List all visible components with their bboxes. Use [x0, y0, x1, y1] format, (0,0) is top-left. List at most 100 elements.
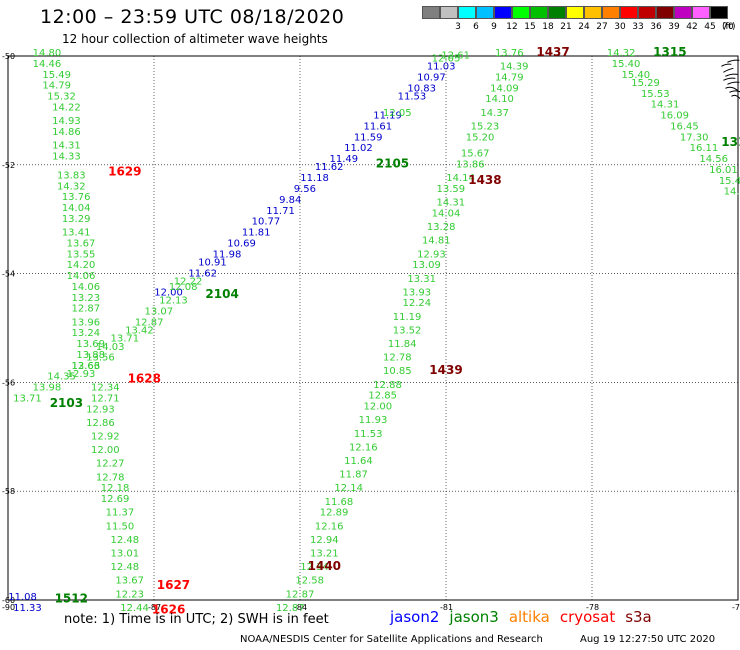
coastline	[721, 59, 740, 100]
wave-height-value: 14.20	[67, 260, 96, 271]
legend-swatch-label: 3	[455, 22, 461, 32]
wave-height-value: 12.34	[91, 383, 120, 394]
wave-height-value: 11.33	[13, 603, 42, 614]
legend-swatch	[494, 6, 512, 19]
wave-height-value: 11.98	[213, 249, 242, 260]
legend-swatch-label: 42	[686, 22, 698, 32]
coastline-segment	[721, 63, 732, 67]
wave-height-value: 13.23	[72, 293, 101, 304]
wave-height-value: 16.01	[709, 165, 738, 176]
wave-height-value: 13.42	[125, 325, 154, 336]
wave-height-value: 17.30	[680, 132, 709, 143]
legend-unit: (ft)	[722, 22, 736, 32]
legend-swatch-label: 12	[506, 22, 518, 32]
wave-height-value: 15.44	[719, 176, 740, 187]
legend-swatch-label: 24	[578, 22, 590, 32]
pass-time-label: 1627	[157, 578, 190, 592]
graticule	[7, 55, 739, 601]
pass-time-label: 1440	[308, 559, 341, 573]
wave-height-value: 13.56	[86, 353, 115, 364]
wave-height-value: 14.03	[96, 342, 125, 353]
legend-swatch	[548, 6, 566, 19]
wave-height-value: 12.85	[368, 391, 397, 402]
wave-height-value: 13.24	[72, 328, 101, 339]
wave-height-value: 11.61	[364, 121, 393, 132]
wave-height-value: 11.19	[373, 111, 402, 122]
wave-height-value: 12.87	[286, 589, 315, 600]
wave-height-value: 12.94	[310, 535, 339, 546]
legend-swatch	[440, 6, 458, 19]
satellite-name: s3a	[625, 608, 652, 626]
wave-height-value: 14.25	[724, 187, 740, 198]
wave-height-value: 9.84	[279, 195, 301, 206]
wave-height-value: 12.27	[96, 459, 125, 470]
wave-height-value: 15.29	[631, 78, 660, 89]
wave-height-value: 14.14	[446, 173, 475, 184]
wave-height-value: 14.32	[607, 48, 636, 59]
wave-height-value: 11.87	[339, 470, 368, 481]
coastline-segment	[727, 59, 740, 63]
wave-height-value: 14.04	[432, 208, 461, 219]
wave-height-value: 13.96	[72, 317, 101, 328]
wave-height-value: 14.39	[500, 62, 529, 73]
wave-height-value: 12.78	[96, 472, 125, 483]
longitude-label: -81	[440, 603, 453, 612]
longitude-label: -75	[732, 603, 740, 612]
wave-height-value: 10.85	[383, 366, 412, 377]
legend-swatch-label: 6	[473, 22, 479, 32]
wave-height-value: 12.78	[383, 353, 412, 364]
wave-height-value: 11.84	[388, 339, 417, 350]
wave-height-value: 16.45	[670, 121, 699, 132]
pass-time-label: 2104	[205, 287, 238, 301]
wave-height-value: 14.31	[52, 140, 81, 151]
wave-height-value: 12.71	[91, 393, 120, 404]
latitude-label: -60	[2, 596, 15, 605]
pass-time-label: 1315	[653, 45, 686, 59]
pass-time-label: 1626	[152, 603, 185, 617]
wave-height-value: 10.91	[198, 257, 227, 268]
wave-height-value: 13.21	[310, 548, 339, 559]
legend-swatch	[458, 6, 476, 19]
wave-height-value: 11.02	[344, 143, 373, 154]
wave-height-value: 13.41	[62, 228, 91, 239]
legend-swatch	[656, 6, 674, 19]
wave-height-value: 10.69	[227, 238, 256, 249]
wave-height-value: 13.71	[110, 334, 139, 345]
wave-height-value: 13.83	[57, 170, 86, 181]
wave-height-value: 14.33	[52, 151, 81, 162]
pass-time-label: 1628	[128, 371, 161, 385]
legend-swatch-label: 21	[560, 22, 572, 32]
wave-height-value: 12.58	[295, 576, 324, 587]
legend-swatch-label: 30	[614, 22, 626, 32]
wave-height-value: 14.04	[62, 203, 91, 214]
wave-height-value: 11.68	[325, 497, 354, 508]
wave-height-value: 14.46	[33, 59, 62, 70]
legend-swatch	[512, 6, 530, 19]
wave-height-value: 15.40	[612, 59, 641, 70]
wave-height-value: 13.67	[115, 576, 144, 587]
legend-swatch-label: 18	[542, 22, 554, 32]
latitude-label: -52	[2, 161, 15, 170]
wave-height-value: 14.56	[699, 154, 728, 165]
pass-time-label: 1438	[468, 173, 501, 187]
wave-height-value: 12.89	[320, 508, 349, 519]
wave-height-value: 12.22	[174, 276, 203, 287]
legend-swatch-label: 39	[668, 22, 680, 32]
wave-height-value: 12.00	[364, 402, 393, 413]
legend-swatch-label: 33	[632, 22, 644, 32]
wave-height-value: 12.66	[72, 361, 101, 372]
wave-height-value: 13.67	[67, 238, 96, 249]
wave-height-value: 15.40	[621, 70, 650, 81]
wave-height-value: 11.37	[106, 508, 135, 519]
wave-height-value: 12.69	[101, 494, 130, 505]
wave-height-value: 12.16	[349, 442, 378, 453]
pass-time-label: 2103	[50, 396, 83, 410]
legend-swatch	[422, 6, 440, 19]
pass-time-label: 2105	[376, 157, 409, 171]
wave-height-value: 10.77	[252, 217, 281, 228]
wave-height-value: 11.18	[300, 173, 329, 184]
credit-line: NOAA/NESDIS Center for Satellite Applica…	[240, 634, 543, 645]
wave-height-value: 14.93	[52, 116, 81, 127]
wave-height-value: 13.29	[62, 214, 91, 225]
chart-subtitle: 12 hour collection of altimeter wave hei…	[62, 32, 328, 46]
